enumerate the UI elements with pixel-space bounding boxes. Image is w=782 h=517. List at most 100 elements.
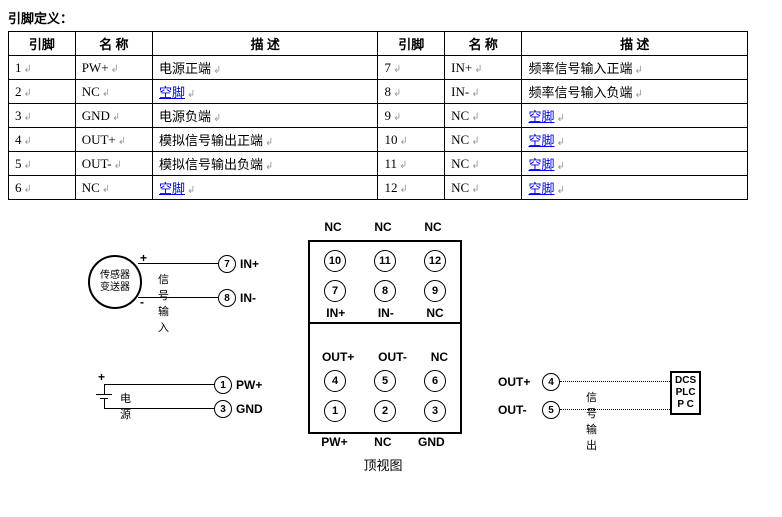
table-row: 5↲OUT-↲模拟信号输出负端↲11↲NC↲空脚↲ — [9, 152, 748, 176]
in-minus-label: IN- — [240, 291, 256, 305]
pin-circle: 9 — [424, 280, 446, 302]
wire — [138, 263, 218, 264]
table-row: 3↲GND↲电源负端↲9↲NC↲空脚↲ — [9, 104, 748, 128]
table-cell: OUT+↲ — [75, 128, 152, 152]
section-title: 引脚定义： — [8, 8, 774, 27]
outside-top-labels: NC NC NC — [308, 220, 458, 234]
lbl: NC — [374, 220, 391, 234]
pin-circle: 7 — [218, 255, 236, 273]
pin-circle: 6 — [424, 370, 446, 392]
pin-circle: 3 — [424, 400, 446, 422]
table-cell: NC↲ — [75, 176, 152, 200]
table-cell: 10↲ — [378, 128, 445, 152]
dev-line: P C — [677, 399, 694, 410]
lbl: NC — [426, 306, 443, 320]
table-cell: IN+↲ — [445, 56, 522, 80]
table-cell: 模拟信号输出正端↲ — [152, 128, 378, 152]
divider — [310, 322, 460, 324]
table-cell: 8↲ — [378, 80, 445, 104]
table-cell: 频率信号输入负端↲ — [522, 80, 748, 104]
pin-row-4: 1 2 3 — [310, 400, 460, 422]
gnd-label: GND — [236, 402, 263, 416]
table-cell: 1↲ — [9, 56, 76, 80]
device-box: DCS PLC P C — [670, 371, 701, 415]
plus-sign: + — [98, 370, 105, 384]
pin-circle: 1 — [214, 376, 232, 394]
package-outline: 10 11 12 7 8 9 IN+ IN- NC OUT+ OUT- NC 4… — [308, 240, 462, 434]
bat — [96, 394, 112, 395]
lbl: NC — [424, 220, 441, 234]
pin-circle: 8 — [374, 280, 396, 302]
pin-circle: 12 — [424, 250, 446, 272]
pw-label: PW+ — [236, 378, 262, 392]
lbl: OUT- — [378, 350, 407, 364]
table-cell: 9↲ — [378, 104, 445, 128]
table-row: 1↲PW+↲电源正端↲7↲IN+↲频率信号输入正端↲ — [9, 56, 748, 80]
lbl: GND — [418, 435, 445, 449]
table-cell: NC↲ — [445, 128, 522, 152]
table-cell: 4↲ — [9, 128, 76, 152]
hdr-pin2: 引脚 — [378, 32, 445, 56]
dev-line: DCS — [675, 375, 696, 386]
table-cell: GND↲ — [75, 104, 152, 128]
sensor-circle: 传感器 变送器 — [88, 255, 142, 309]
table-cell: 2↲ — [9, 80, 76, 104]
signal-in-label: 信号输入 — [158, 271, 169, 335]
sensor-label2: 变送器 — [100, 282, 130, 293]
table-cell: PW+↲ — [75, 56, 152, 80]
table-row: 4↲OUT+↲模拟信号输出正端↲10↲NC↲空脚↲ — [9, 128, 748, 152]
table-cell: 电源负端↲ — [152, 104, 378, 128]
table-cell: 空脚↲ — [522, 176, 748, 200]
pin-circle: 5 — [374, 370, 396, 392]
diagram: ↲↲↲↲↲↲↲↲↲↲↲↲↲↲↲↲↲ NC NC NC 10 11 12 7 8 … — [8, 210, 748, 490]
mid-labels-bot: OUT+ OUT- NC — [310, 350, 460, 364]
table-cell: 6↲ — [9, 176, 76, 200]
pin-circle: 10 — [324, 250, 346, 272]
pin-circle: 8 — [218, 289, 236, 307]
table-cell: 电源正端↲ — [152, 56, 378, 80]
table-cell: OUT-↲ — [75, 152, 152, 176]
pin-row-2: 7 8 9 — [310, 280, 460, 302]
dev-line: PLC — [676, 387, 696, 398]
hdr-desc: 描 述 — [152, 32, 378, 56]
pin-circle: 2 — [374, 400, 396, 422]
table-cell: 5↲ — [9, 152, 76, 176]
table-cell: IN-↲ — [445, 80, 522, 104]
mid-labels-top: IN+ IN- NC — [310, 306, 460, 320]
table-cell: 空脚↲ — [522, 152, 748, 176]
wire — [138, 297, 218, 298]
pin-circle: 11 — [374, 250, 396, 272]
table-cell: NC↲ — [445, 152, 522, 176]
out-plus-label: OUT+ — [498, 375, 530, 389]
hdr-name: 名 称 — [75, 32, 152, 56]
table-cell: 空脚↲ — [152, 176, 378, 200]
pin-circle: 7 — [324, 280, 346, 302]
table-row: 2↲NC↲空脚↲8↲IN-↲频率信号输入负端↲ — [9, 80, 748, 104]
lbl: NC — [374, 435, 391, 449]
signal-out-label: 信号输出 — [586, 389, 597, 453]
lbl: OUT+ — [322, 350, 354, 364]
wire — [560, 409, 670, 410]
wire — [560, 381, 670, 382]
bat — [104, 384, 105, 394]
lbl: IN+ — [326, 306, 345, 320]
outside-bot-labels: PW+ NC GND — [308, 435, 458, 449]
lbl: NC — [431, 350, 448, 364]
table-cell: 12↲ — [378, 176, 445, 200]
hdr-pin: 引脚 — [9, 32, 76, 56]
sensor-label1: 传感器 — [100, 270, 130, 281]
out-minus-label: OUT- — [498, 403, 527, 417]
table-cell: 模拟信号输出负端↲ — [152, 152, 378, 176]
table-cell: 空脚↲ — [152, 80, 378, 104]
pin-circle: 1 — [324, 400, 346, 422]
pin-circle: 3 — [214, 400, 232, 418]
table-row: 6↲NC↲空脚↲12↲NC↲空脚↲ — [9, 176, 748, 200]
diagram-caption: 顶视图 — [308, 455, 458, 474]
table-cell: NC↲ — [445, 104, 522, 128]
table-cell: NC↲ — [445, 176, 522, 200]
hdr-desc2: 描 述 — [522, 32, 748, 56]
table-header-row: 引脚 名 称 描 述 引脚 名 称 描 述 — [9, 32, 748, 56]
pin-row-1: 10 11 12 — [310, 250, 460, 272]
table-cell: NC↲ — [75, 80, 152, 104]
bat — [104, 398, 105, 408]
